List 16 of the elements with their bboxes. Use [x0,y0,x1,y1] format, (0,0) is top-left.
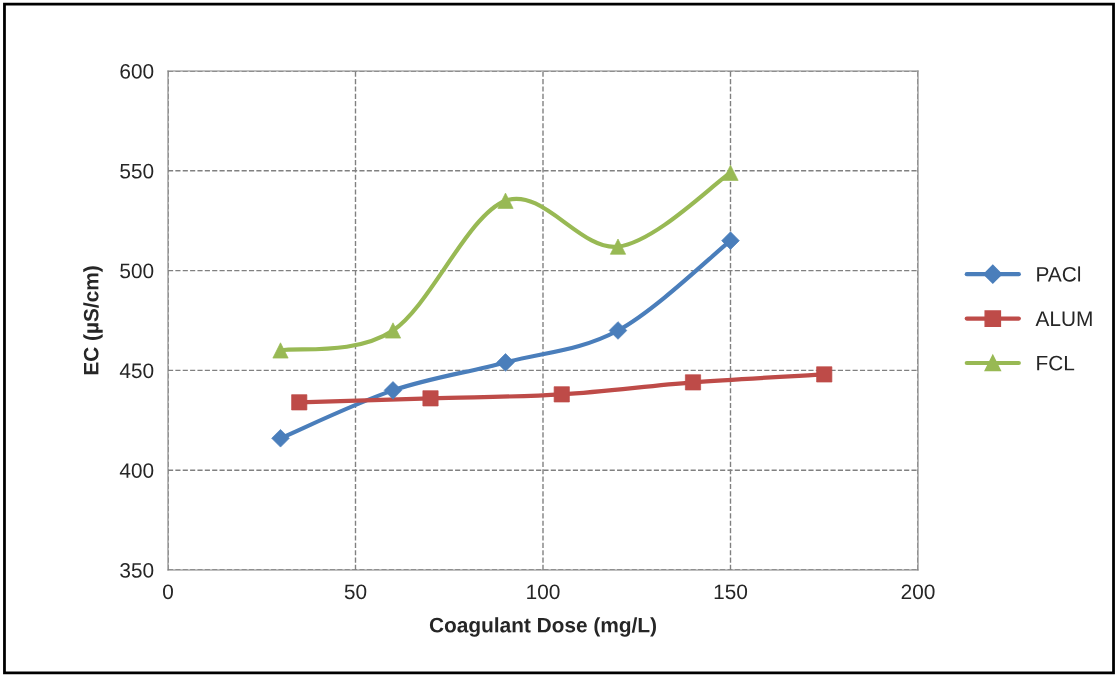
x-axis-title: Coagulant Dose (mg/L) [429,617,656,637]
legend-label: PACl [1037,266,1081,282]
y-tick-label: 350 [120,563,154,578]
y-tick-label: 400 [119,463,154,478]
legend-label: FCL [1037,355,1075,371]
x-tick-label: 50 [344,584,367,600]
y-tick-label: 500 [120,263,154,279]
y-tick-label: 550 [120,163,154,179]
x-tick-label: 100 [527,584,560,600]
x-tick-label: 150 [714,584,748,600]
x-tick-label: 200 [901,584,935,600]
y-tick-label: 600 [120,64,154,79]
y-axis-title: EC (µS/cm) [83,266,103,375]
y-tick-label: 450 [119,363,154,379]
x-tick-label: 0 [163,584,173,600]
legend-label: ALUM [1035,311,1092,327]
